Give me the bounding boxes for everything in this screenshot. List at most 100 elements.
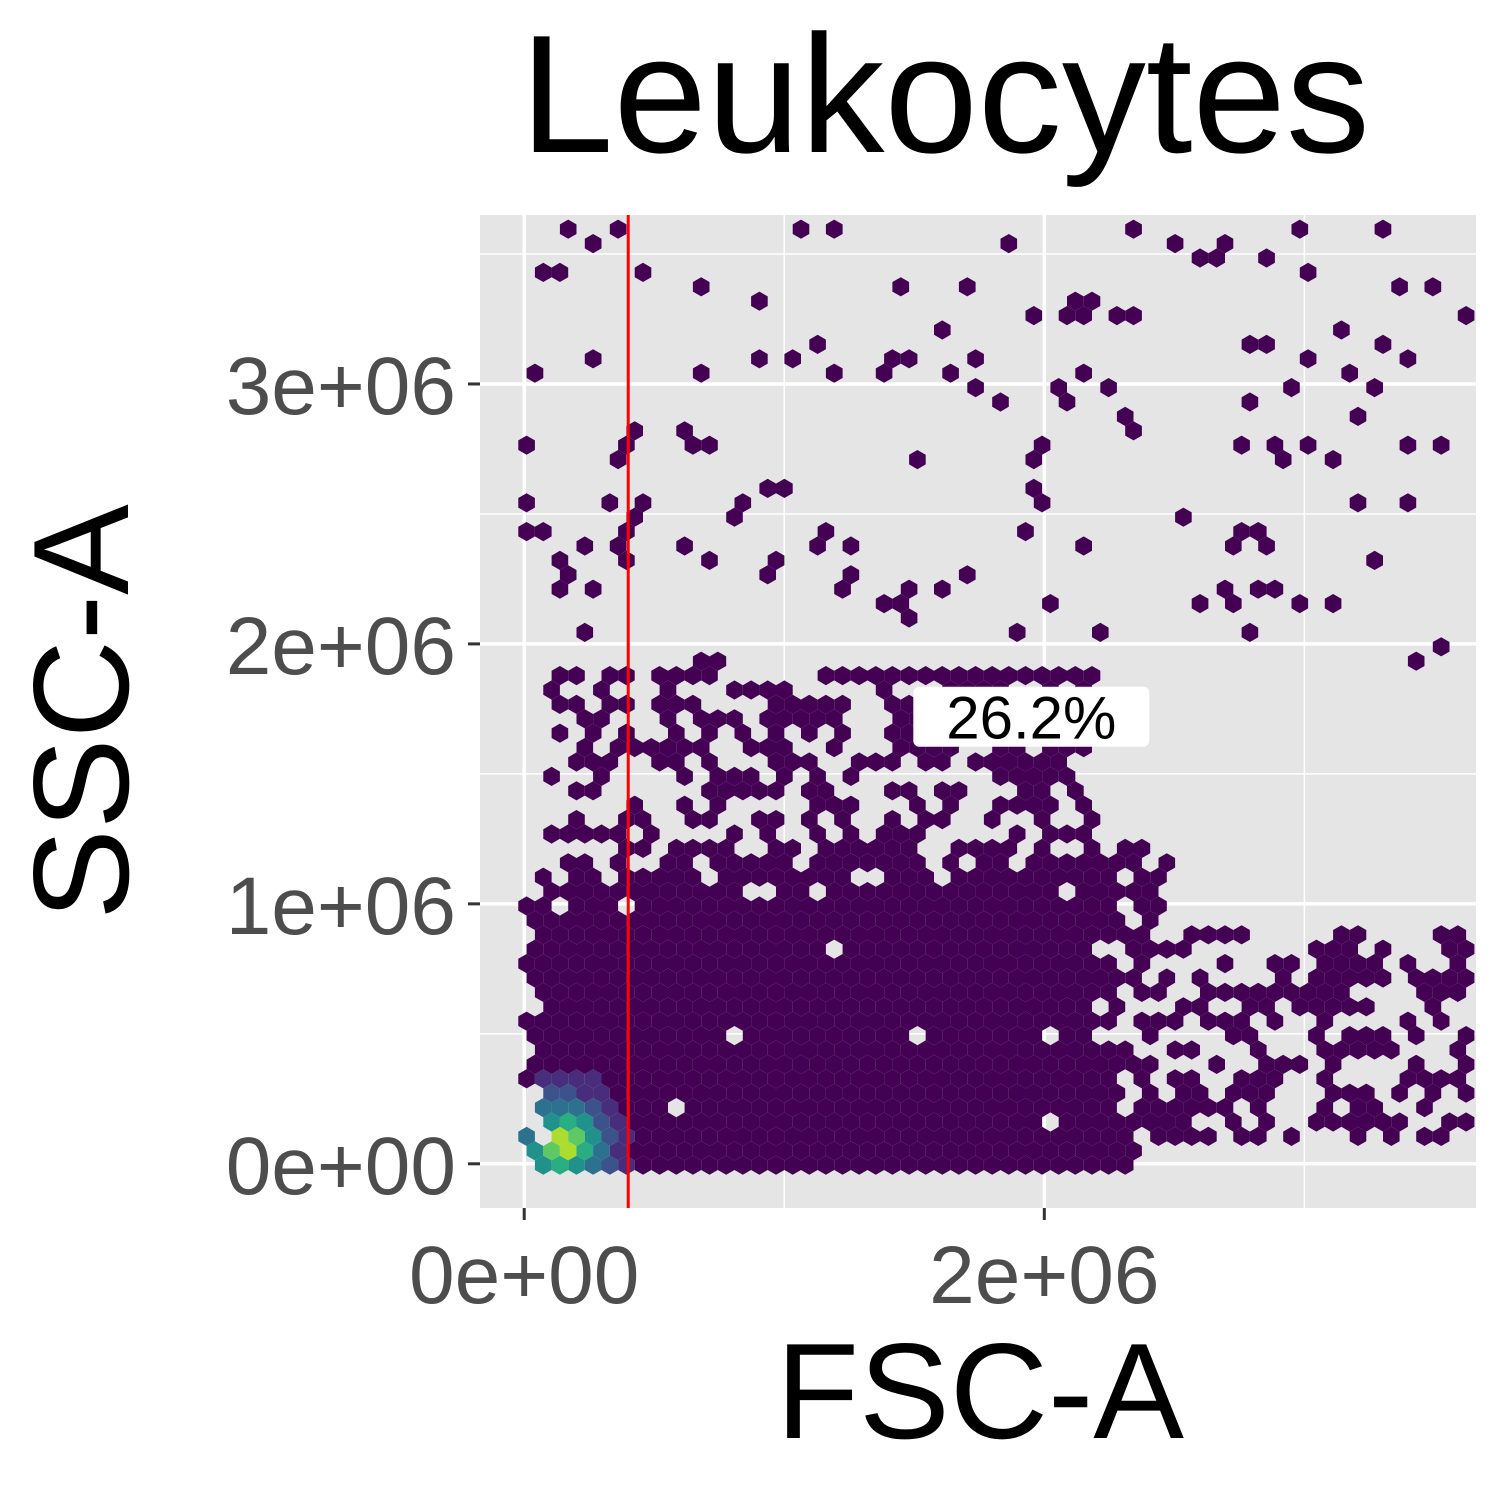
hex-bin: [742, 680, 760, 700]
hex-bin: [1058, 1083, 1076, 1103]
hex-bin: [950, 925, 968, 945]
hex-bin: [1316, 982, 1334, 1002]
hex-bin: [626, 507, 643, 527]
hex-bin: [726, 939, 743, 959]
hex-bin: [568, 954, 585, 974]
hex-bin: [1374, 939, 1392, 959]
hex-bin: [1158, 853, 1176, 873]
hex-bin: [726, 1112, 743, 1132]
hex-bin: [1249, 1040, 1267, 1060]
hex-bin: [909, 824, 926, 844]
hex-bin: [850, 954, 868, 974]
hex-bin: [568, 694, 585, 714]
hex-bin: [568, 1098, 585, 1118]
hex-bin: [668, 1040, 685, 1060]
hex-bin: [801, 694, 818, 714]
hex-bin: [643, 939, 660, 959]
hex-bin: [801, 896, 818, 916]
hex-bin: [942, 997, 959, 1017]
hex-bin: [1075, 1141, 1092, 1161]
hex-bin: [726, 709, 743, 729]
hex-bin: [709, 651, 727, 671]
hex-bin: [692, 939, 710, 959]
hex-bin: [975, 853, 993, 873]
hex-bin: [801, 781, 818, 801]
hex-bin: [834, 925, 851, 945]
hex-bin: [526, 968, 544, 988]
hex-bin: [767, 838, 785, 858]
hex-bin: [1166, 1011, 1184, 1031]
hex-bin: [925, 968, 943, 988]
hex-bin: [1025, 939, 1043, 959]
hex-bin: [751, 349, 768, 369]
hex-bin: [659, 709, 677, 729]
hex-bin: [1125, 306, 1142, 326]
hex-bin: [1233, 522, 1250, 542]
hex-bin: [875, 1026, 893, 1046]
hex-bin: [1092, 1141, 1109, 1161]
hex-bin: [634, 925, 652, 945]
hex-bin: [825, 738, 843, 758]
hex-bin: [726, 997, 743, 1017]
hex-bin: [892, 824, 910, 844]
hex-bin: [543, 1083, 560, 1103]
hex-bin: [958, 1141, 976, 1161]
hex-bin: [817, 694, 835, 714]
hex-bin: [983, 1011, 1001, 1031]
hex-bin: [801, 1098, 818, 1118]
hex-bin: [867, 752, 885, 772]
hex-bin: [958, 939, 976, 959]
hex-bin: [1100, 867, 1117, 887]
hex-bin: [618, 1069, 635, 1089]
hex-bin: [759, 853, 776, 873]
hex-bin: [834, 666, 851, 686]
hex-bin: [626, 1141, 643, 1161]
hex-bin: [676, 536, 693, 556]
hex-bin: [568, 896, 585, 916]
hex-bin: [751, 867, 768, 887]
hex-bin: [1008, 1083, 1026, 1103]
hex-bin: [584, 1098, 602, 1118]
annotation-label-box: [913, 686, 1150, 747]
hex-bin: [759, 939, 776, 959]
hex-bin: [676, 1112, 693, 1132]
hex-bin: [1058, 766, 1076, 786]
hex-bin: [676, 853, 693, 873]
hex-bin: [776, 478, 793, 498]
hex-bin: [1233, 1126, 1250, 1146]
hex-bin: [892, 997, 910, 1017]
hex-bin: [1341, 997, 1358, 1017]
hex-bin: [1166, 1098, 1184, 1118]
hex-bin: [958, 1112, 976, 1132]
hex-bin: [692, 709, 710, 729]
hex-bin: [1416, 1126, 1433, 1146]
hex-bin: [842, 1083, 860, 1103]
hex-bin: [1017, 1126, 1034, 1146]
hex-bin: [1383, 1040, 1400, 1060]
hex-bin: [850, 896, 868, 916]
hex-bin: [651, 1040, 668, 1060]
hex-bin: [593, 824, 610, 844]
hex-bin: [1125, 219, 1142, 239]
hex-bin: [518, 1069, 535, 1089]
hex-bin: [543, 968, 560, 988]
hex-bin: [1457, 1026, 1475, 1046]
hex-bin: [884, 925, 901, 945]
hex-bin: [900, 608, 918, 628]
hex-bin: [967, 1098, 984, 1118]
hex-bin: [1033, 954, 1051, 974]
hex-bin: [717, 896, 735, 916]
hex-bin: [701, 1069, 718, 1089]
hex-bin: [609, 1054, 627, 1074]
hex-bin: [834, 1040, 851, 1060]
hex-bin: [543, 882, 560, 902]
hex-bin: [776, 910, 793, 930]
hex-bin: [609, 939, 627, 959]
hex-bin: [909, 910, 926, 930]
hex-bin: [967, 954, 984, 974]
hex-bin: [734, 1011, 752, 1031]
hex-bin: [767, 982, 785, 1002]
hex-bin: [1432, 925, 1450, 945]
hex-bin: [1133, 1098, 1151, 1118]
hex-bin: [1333, 1040, 1350, 1060]
